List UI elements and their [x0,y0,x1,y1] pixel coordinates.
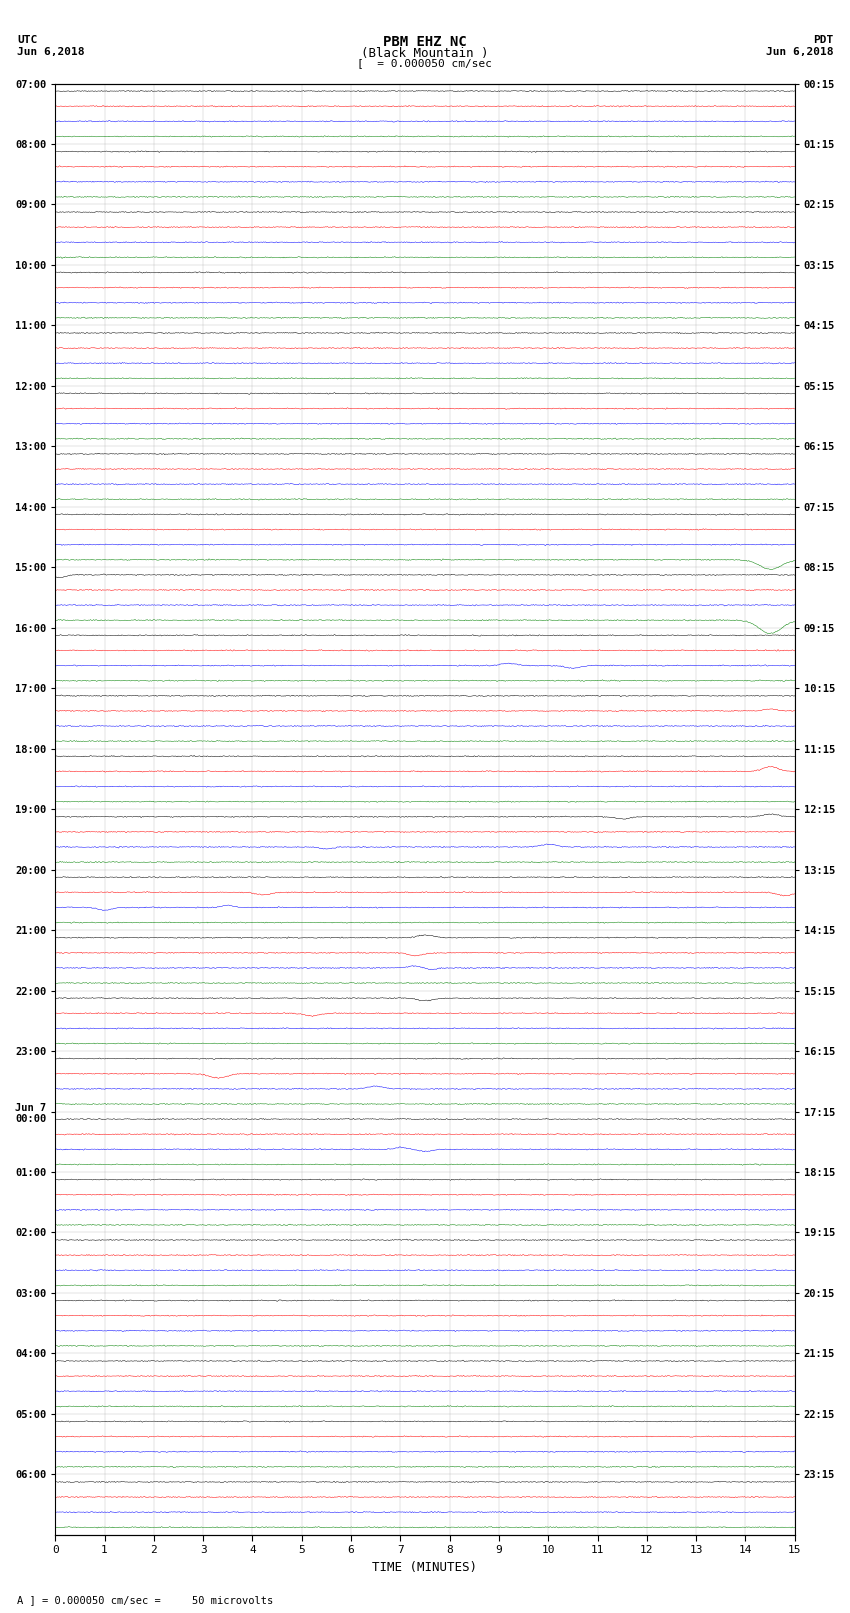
Text: PBM EHZ NC: PBM EHZ NC [383,35,467,50]
Text: [  = 0.000050 cm/sec: [ = 0.000050 cm/sec [357,58,492,68]
X-axis label: TIME (MINUTES): TIME (MINUTES) [372,1561,478,1574]
Text: A ] = 0.000050 cm/sec =     50 microvolts: A ] = 0.000050 cm/sec = 50 microvolts [17,1595,273,1605]
Text: UTC: UTC [17,35,37,45]
Text: (Black Mountain ): (Black Mountain ) [361,47,489,60]
Text: PDT: PDT [813,35,833,45]
Text: Jun 6,2018: Jun 6,2018 [17,47,84,56]
Text: Jun 6,2018: Jun 6,2018 [766,47,833,56]
